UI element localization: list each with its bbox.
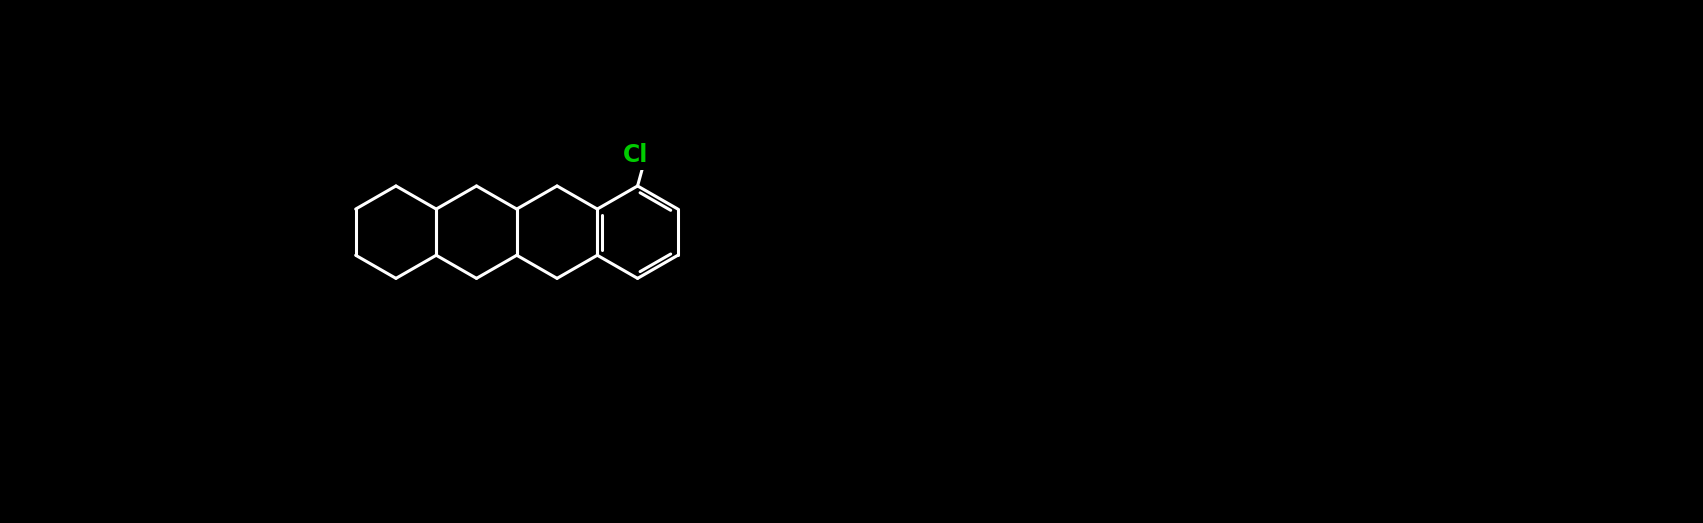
Text: Cl: Cl <box>623 143 649 167</box>
